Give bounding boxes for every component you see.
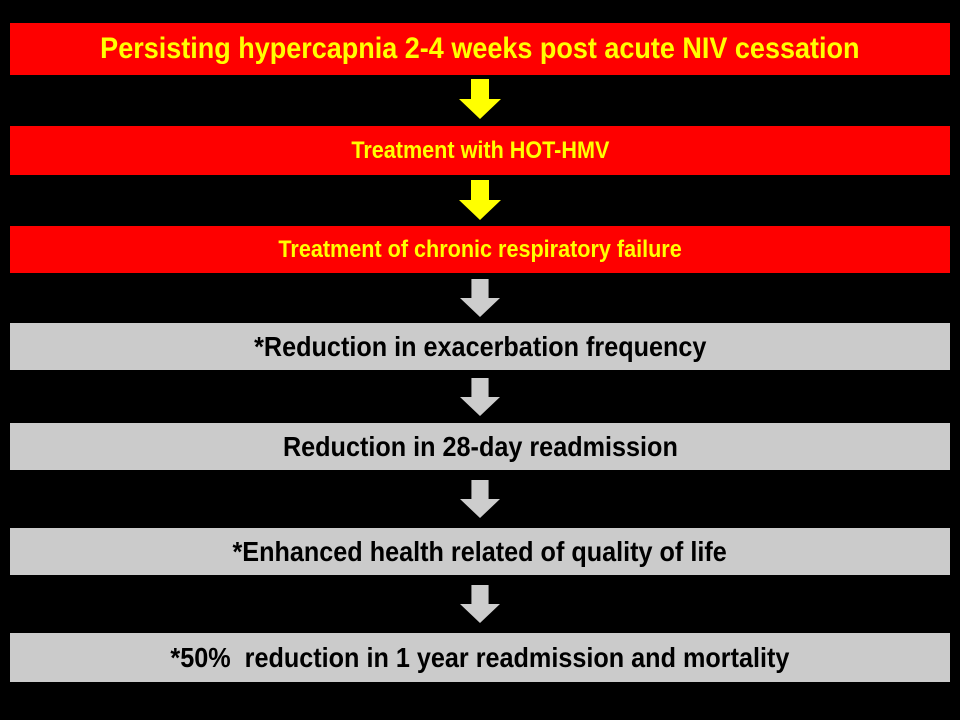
flow-step-label: Treatment with HOT-HMV [350, 136, 610, 164]
flow-step-hot-hmv-treatment: Treatment with HOT-HMV [10, 126, 950, 175]
flow-step-label: Persisting hypercapnia 2-4 weeks post ac… [100, 32, 860, 65]
flow-step-label: *Reduction in exacerbation frequency [253, 330, 707, 362]
down-arrow-icon [0, 278, 960, 318]
flow-step-label: *Enhanced health related of quality of l… [232, 535, 728, 567]
down-arrow-icon [0, 79, 960, 119]
flow-step-chronic-respiratory-failure: Treatment of chronic respiratory failure [10, 226, 950, 273]
down-arrow-icon [0, 584, 960, 624]
flow-step-hypercapnia-persistence: Persisting hypercapnia 2-4 weeks post ac… [10, 23, 950, 75]
flow-step-quality-of-life: *Enhanced health related of quality of l… [10, 528, 950, 575]
down-arrow-icon [0, 180, 960, 220]
flow-step-1year-readmission-mortality: *50% reduction in 1 year readmission and… [10, 633, 950, 682]
flow-step-label: Treatment of chronic respiratory failure [278, 235, 682, 263]
flow-step-28day-readmission: Reduction in 28-day readmission [10, 423, 950, 470]
flow-step-label: *50% reduction in 1 year readmission and… [170, 641, 790, 673]
flow-step-exacerbation-frequency: *Reduction in exacerbation frequency [10, 323, 950, 370]
down-arrow-icon [0, 377, 960, 417]
flow-step-label: Reduction in 28-day readmission [282, 430, 678, 462]
down-arrow-icon [0, 479, 960, 519]
